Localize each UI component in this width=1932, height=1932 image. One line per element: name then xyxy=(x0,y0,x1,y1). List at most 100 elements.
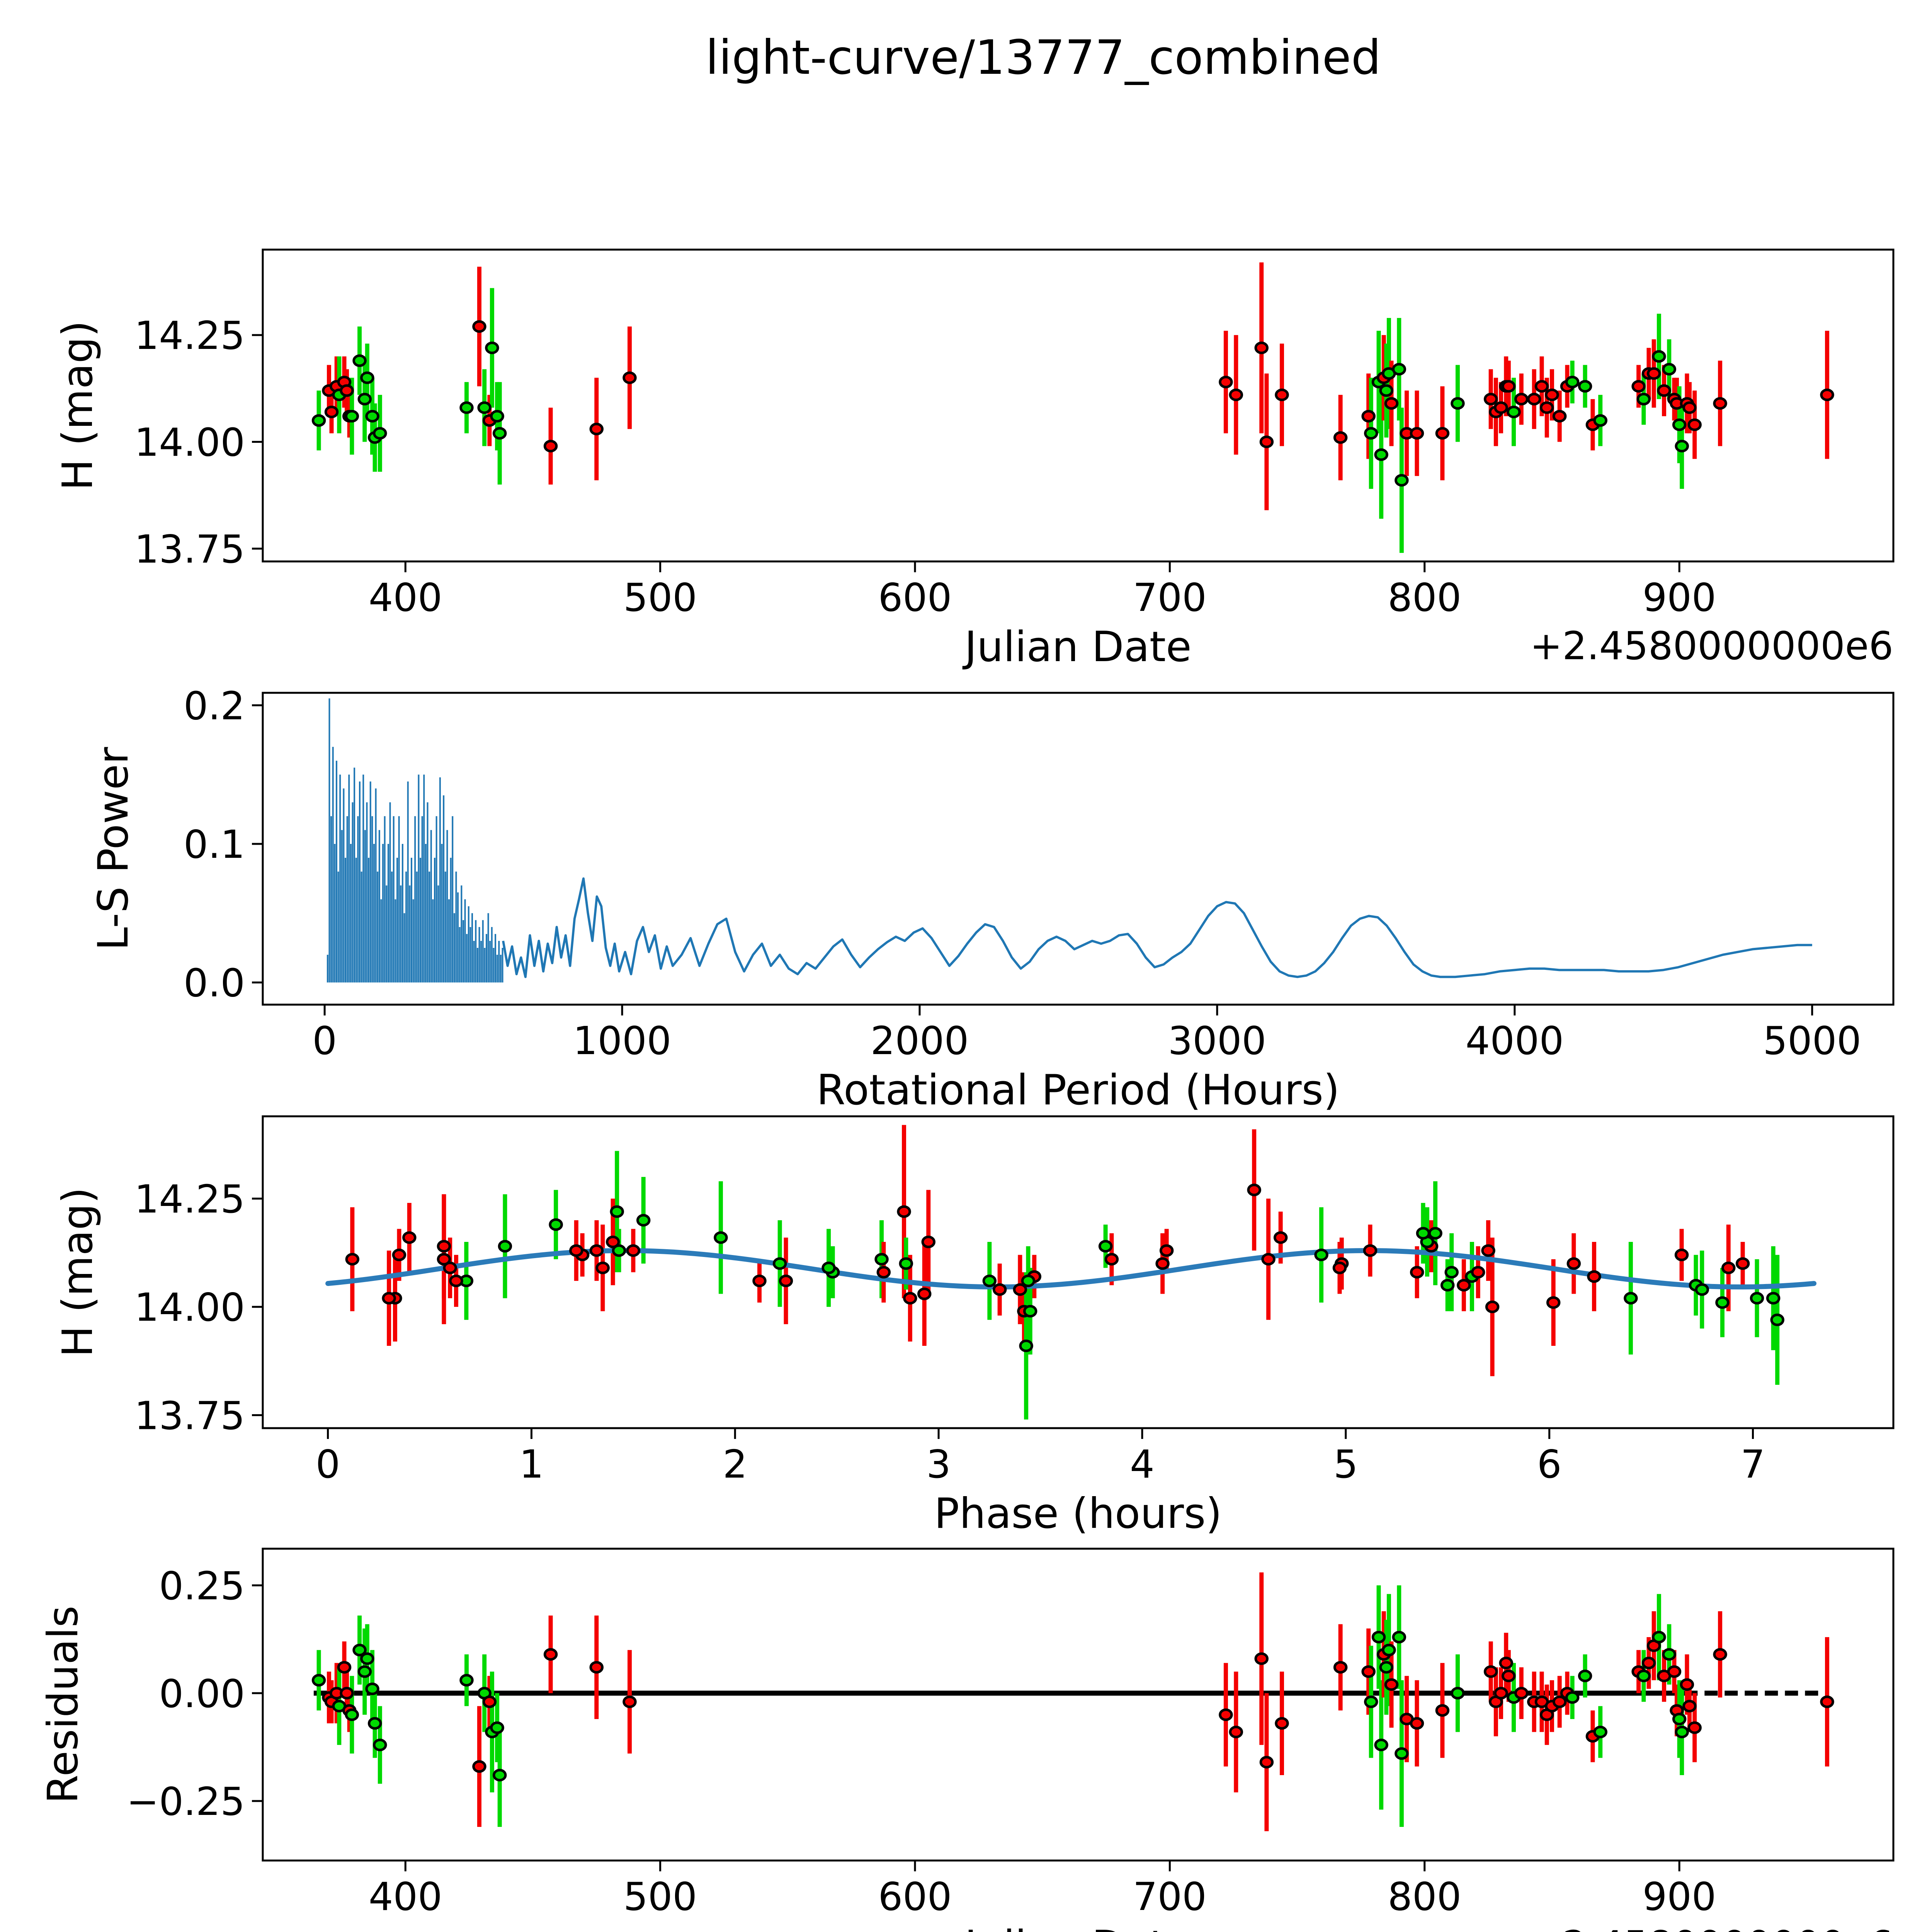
observation-marker xyxy=(1652,350,1666,363)
observation-marker xyxy=(1247,1184,1261,1196)
observation-marker xyxy=(402,1231,417,1244)
observation-marker xyxy=(1259,435,1274,448)
observation-marker xyxy=(345,410,359,423)
observation-marker xyxy=(921,1235,936,1248)
observation-marker xyxy=(874,1253,889,1266)
observation-marker xyxy=(357,393,372,406)
observation-marker xyxy=(490,410,504,423)
observation-marker xyxy=(1546,1296,1561,1309)
observation-marker xyxy=(1494,401,1508,414)
observation-marker xyxy=(1766,1292,1781,1304)
y-axis-label: L-S Power xyxy=(89,747,138,951)
observation-marker xyxy=(1820,388,1834,401)
observation-marker xyxy=(1261,1253,1276,1266)
observation-marker xyxy=(1410,427,1424,440)
x-tick-label: 900 xyxy=(1643,575,1716,620)
observation-marker xyxy=(1514,1687,1529,1700)
observation-marker xyxy=(1333,1661,1348,1674)
observation-marker xyxy=(340,1687,354,1700)
observation-marker xyxy=(899,1257,913,1270)
observation-marker xyxy=(589,1244,604,1257)
observation-marker xyxy=(903,1292,917,1304)
observation-marker xyxy=(917,1287,932,1300)
observation-marker xyxy=(549,1218,563,1231)
observation-marker xyxy=(1219,1708,1233,1721)
observation-marker xyxy=(1566,1257,1581,1270)
observation-marker xyxy=(1552,1695,1567,1708)
observation-marker xyxy=(1219,376,1233,388)
observation-marker xyxy=(1675,440,1689,452)
observation-marker xyxy=(1662,1648,1676,1661)
observation-marker xyxy=(779,1274,793,1287)
observation-marker xyxy=(360,1652,374,1665)
observation-marker xyxy=(1483,393,1498,406)
observation-marker xyxy=(437,1253,451,1266)
observation-marker xyxy=(472,1760,486,1773)
observation-marker xyxy=(1333,431,1348,444)
observation-marker xyxy=(1410,1266,1424,1279)
observation-marker xyxy=(772,1257,787,1270)
observation-marker xyxy=(1593,1726,1607,1738)
observation-marker xyxy=(437,1240,451,1253)
x-tick-label: 800 xyxy=(1388,1874,1461,1919)
observation-marker xyxy=(482,1695,497,1708)
axis-offset-text: +2.4580000000e6 xyxy=(1530,1922,1893,1932)
observation-marker xyxy=(485,342,499,354)
observation-marker xyxy=(1682,401,1697,414)
observation-marker xyxy=(1662,363,1676,376)
axes-spine xyxy=(262,692,1895,1006)
observation-marker xyxy=(1540,401,1554,414)
observation-marker xyxy=(1481,1244,1495,1257)
x-tick-label: 700 xyxy=(1133,575,1207,620)
observation-marker xyxy=(1273,1231,1288,1244)
observation-marker xyxy=(1379,1661,1394,1674)
y-tick-label: 14.25 xyxy=(134,313,245,358)
y-tick-label: 0.0 xyxy=(184,961,245,1006)
x-tick-label: 400 xyxy=(369,1874,442,1919)
observation-marker xyxy=(1641,1656,1656,1670)
y-tick-label: 14.00 xyxy=(134,1285,245,1330)
observation-marker xyxy=(360,371,374,384)
observation-marker xyxy=(876,1266,891,1279)
axes-spine xyxy=(262,248,1895,563)
observation-marker xyxy=(345,1708,359,1721)
observation-marker xyxy=(1713,397,1727,410)
observation-marker xyxy=(1379,384,1394,397)
observation-marker xyxy=(1155,1257,1170,1270)
periodogram-line xyxy=(502,877,1812,978)
observation-marker xyxy=(1565,1691,1580,1704)
observation-marker xyxy=(459,1674,474,1687)
x-tick-label: 0 xyxy=(316,1442,340,1487)
observation-marker xyxy=(1361,410,1376,423)
observation-marker xyxy=(1674,1248,1689,1261)
observation-marker xyxy=(357,1665,372,1678)
y-axis-label: H (mag) xyxy=(54,321,102,491)
observation-marker xyxy=(1527,393,1541,406)
x-tick-label: 800 xyxy=(1388,575,1461,620)
y-tick-label: 0.25 xyxy=(159,1563,245,1609)
observation-marker xyxy=(340,384,354,397)
observation-marker xyxy=(1275,388,1289,401)
observation-marker xyxy=(897,1205,911,1218)
observation-marker xyxy=(1672,418,1687,431)
observation-marker xyxy=(1451,1687,1465,1700)
observation-marker xyxy=(1361,1665,1376,1678)
observation-marker xyxy=(1721,1262,1736,1274)
observation-marker xyxy=(1259,1756,1274,1769)
x-tick-label: 600 xyxy=(878,575,952,620)
y-axis-label: H (mag) xyxy=(54,1187,102,1357)
observation-marker xyxy=(365,410,379,423)
observation-marker xyxy=(373,427,387,440)
observation-marker xyxy=(714,1231,728,1244)
x-tick-label: 700 xyxy=(1133,1874,1207,1919)
observation-marker xyxy=(1013,1283,1027,1296)
observation-marker xyxy=(311,414,326,427)
x-tick-label: 3000 xyxy=(1168,1018,1267,1063)
observation-marker xyxy=(365,1682,379,1696)
y-tick-label: −0.25 xyxy=(127,1779,245,1824)
observation-marker xyxy=(1384,397,1399,410)
x-tick-label: 600 xyxy=(878,1874,952,1919)
observation-marker xyxy=(569,1244,583,1257)
observation-marker xyxy=(752,1274,767,1287)
